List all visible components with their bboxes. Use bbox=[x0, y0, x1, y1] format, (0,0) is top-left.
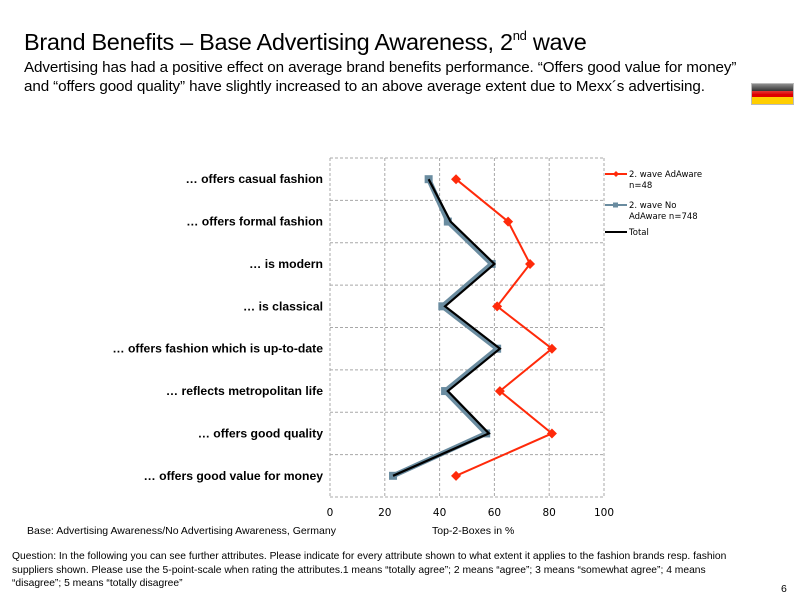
data-point-adaware bbox=[546, 428, 557, 439]
legend-label: Total bbox=[628, 228, 649, 238]
data-point-adaware bbox=[492, 301, 503, 312]
germany-flag-icon bbox=[751, 83, 794, 105]
series-line-2 bbox=[392, 178, 502, 477]
data-point-adaware bbox=[503, 216, 514, 227]
legend-label: 2. wave No bbox=[629, 201, 677, 211]
data-point-no-adaware bbox=[438, 302, 447, 311]
data-point-no-adaware bbox=[443, 217, 452, 226]
question-note: Question: In the following you can see f… bbox=[12, 551, 727, 589]
legend-label: n=48 bbox=[629, 181, 652, 191]
page-number: 6 bbox=[781, 583, 787, 595]
data-point-no-adaware bbox=[482, 429, 491, 438]
category-label: … is classical bbox=[243, 299, 323, 313]
x-tick-label: 60 bbox=[488, 507, 501, 519]
category-label: … reflects metropolitan life bbox=[166, 384, 323, 398]
legend-marker bbox=[613, 171, 619, 177]
legend-label: 2. wave AdAware bbox=[629, 170, 702, 180]
category-label: … offers fashion which is up-to-date bbox=[112, 342, 323, 356]
data-point-adaware bbox=[451, 174, 462, 185]
x-axis-ticks: 0 20 40 60 80 100 bbox=[327, 507, 614, 519]
data-point-no-adaware bbox=[441, 387, 450, 396]
page-subtitle: Advertising has had a positive effect on… bbox=[24, 59, 737, 95]
x-tick-label: 20 bbox=[378, 507, 391, 519]
legend-marker bbox=[613, 202, 618, 208]
category-label: … offers formal fashion bbox=[186, 215, 323, 229]
x-tick-label: 40 bbox=[433, 507, 446, 519]
page-title: Brand Benefits – Base Advertising Awaren… bbox=[24, 28, 587, 55]
data-point-adaware bbox=[525, 258, 536, 269]
series-line-0 bbox=[455, 178, 554, 477]
y-axis-labels: … offers casual fashion … offers formal f… bbox=[112, 172, 323, 483]
legend-label: AdAware n=748 bbox=[629, 212, 698, 222]
data-point-adaware bbox=[546, 343, 557, 354]
x-tick-label: 100 bbox=[594, 507, 614, 519]
data-point-no-adaware bbox=[493, 344, 502, 353]
category-label: … offers good quality bbox=[198, 426, 323, 440]
series-lines bbox=[389, 174, 557, 481]
series-line-1 bbox=[391, 178, 502, 479]
x-axis-label: Top-2-Boxes in % bbox=[432, 525, 515, 537]
category-label: … offers good value for money bbox=[144, 469, 324, 483]
base-note: Base: Advertising Awareness/No Advertisi… bbox=[27, 525, 336, 537]
category-label: … is modern bbox=[249, 257, 323, 271]
data-point-adaware bbox=[451, 470, 462, 481]
data-point-no-adaware bbox=[487, 259, 496, 268]
x-tick-label: 0 bbox=[327, 507, 334, 519]
data-point-adaware bbox=[494, 386, 505, 397]
category-label: … offers casual fashion bbox=[186, 172, 323, 186]
x-tick-label: 80 bbox=[543, 507, 556, 519]
